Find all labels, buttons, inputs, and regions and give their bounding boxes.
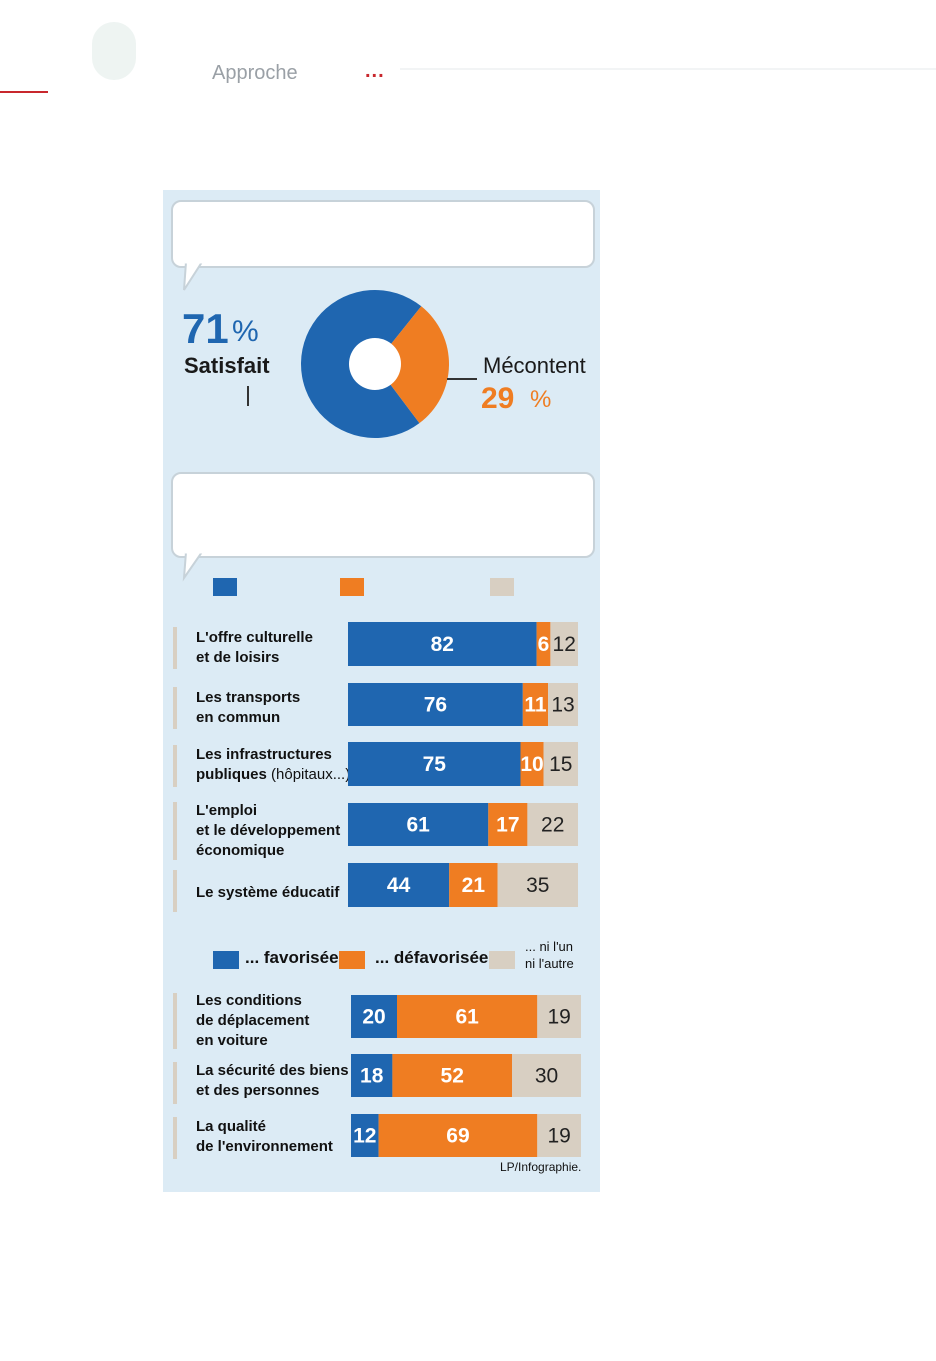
red-rule (0, 91, 48, 93)
discontent-label: Mécontent (483, 353, 586, 378)
category-label: Les conditions de déplacement en voiture (196, 992, 310, 1049)
category-label: Le système éducatif (196, 884, 340, 901)
satisfaction-donut-chart (301, 290, 450, 439)
category-marker (173, 1062, 177, 1104)
question-bubble-1 (171, 200, 595, 268)
legend-swatch-favorable (213, 578, 237, 596)
category-marker (173, 1117, 177, 1159)
satisfied-percentage: 71 (182, 305, 229, 352)
donut-slice-discontent (375, 306, 450, 424)
category-label: Les infrastructures publiques (hôpitaux..… (196, 746, 351, 783)
section-marker: ... (365, 60, 385, 82)
discontent-leader-line (447, 378, 477, 380)
question-bubble-2 (171, 472, 595, 558)
category-label: L'emploi et le développement économique (196, 802, 341, 859)
legend-swatch-unfavorable (340, 578, 364, 596)
satisfied-percent-sign: % (232, 315, 259, 348)
legend-label-unfavorable: ... défavorisée (375, 948, 489, 967)
source-credit: LP/Infographie. (500, 1160, 582, 1174)
donut-hole (349, 338, 401, 390)
legend-swatch-unfavorable (339, 951, 365, 969)
legend-label-neutral: ... ni l'un ni l'autre (525, 939, 574, 971)
category-marker (173, 870, 177, 912)
category-label: La sécurité des biens et des personnes (196, 1062, 349, 1099)
legend-swatch-neutral (489, 951, 515, 969)
discontent-percent-sign: % (530, 386, 552, 413)
bubble-tail-1 (183, 262, 204, 291)
header-rule (400, 68, 936, 70)
legend-swatch-favorable (213, 951, 239, 969)
category-marker (173, 687, 177, 729)
bubble-tail-2 (182, 552, 204, 582)
satisfied-leader-line (247, 386, 249, 406)
category-label: L'offre culturelle et de loisirs (196, 629, 313, 666)
legend-label-favorable: ... favorisée (245, 948, 339, 967)
satisfied-label: Satisfait (184, 353, 270, 378)
category-label: La qualité de l'environnement (196, 1118, 333, 1155)
section-title: Approche (212, 62, 298, 84)
category-marker (173, 993, 177, 1049)
category-label: Les transports en commun (196, 689, 301, 726)
category-marker (173, 802, 177, 860)
legend-swatch-neutral (490, 578, 514, 596)
category-marker (173, 627, 177, 669)
discontent-percentage: 29 (481, 382, 515, 415)
category-marker (173, 745, 177, 787)
section-logo (92, 22, 136, 80)
